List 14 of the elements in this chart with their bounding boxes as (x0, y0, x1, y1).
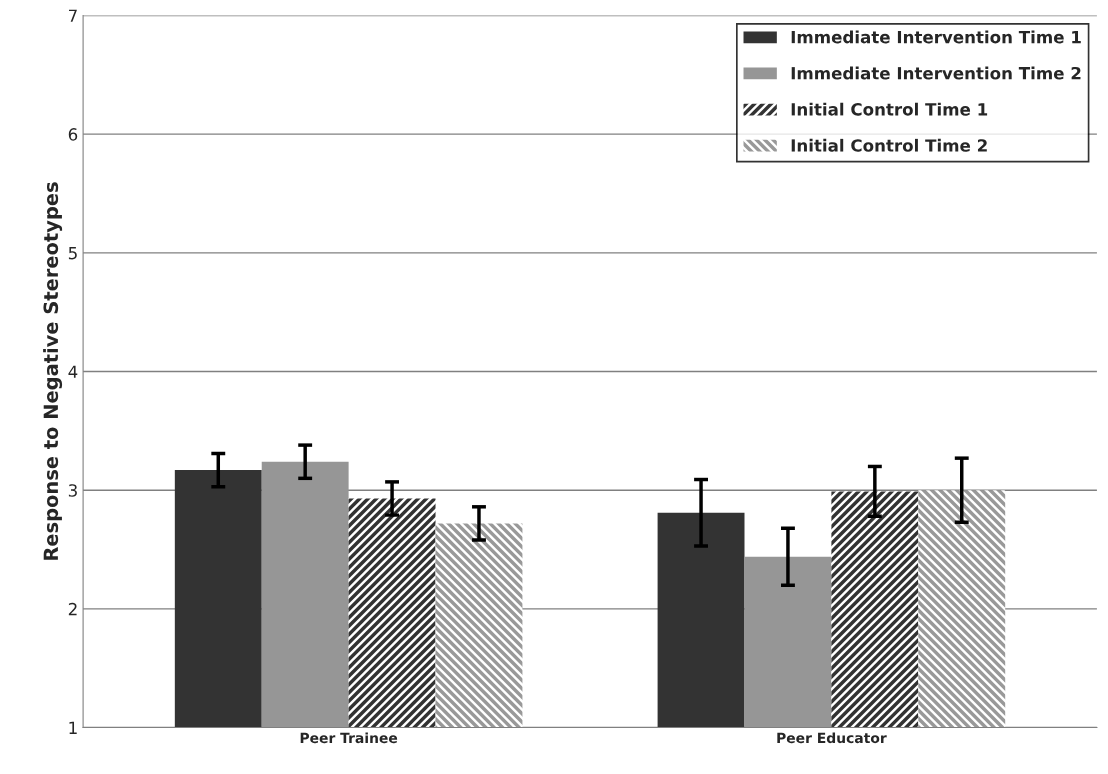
y-tick-label: 5 (68, 247, 77, 260)
legend-label: Initial Control Time 2 (791, 138, 987, 152)
y-tick-label: 3 (68, 484, 77, 497)
y-axis-title: Response to Negative Stereotypes (43, 182, 63, 560)
y-tick-label: 2 (68, 602, 77, 616)
y-tick-label: 1 (69, 721, 77, 734)
legend-label: Immediate Intervention Time 2 (791, 66, 1081, 80)
x-tick-label: Peer Educator (777, 732, 887, 744)
y-tick-label: 7 (69, 9, 77, 22)
y-tick-label: 4 (68, 365, 78, 378)
x-tick-label: Peer Trainee (300, 732, 398, 744)
legend-label: Immediate Intervention Time 1 (791, 30, 1081, 44)
legend-label: Initial Control Time 1 (791, 102, 988, 116)
y-tick-label: 6 (68, 128, 78, 141)
